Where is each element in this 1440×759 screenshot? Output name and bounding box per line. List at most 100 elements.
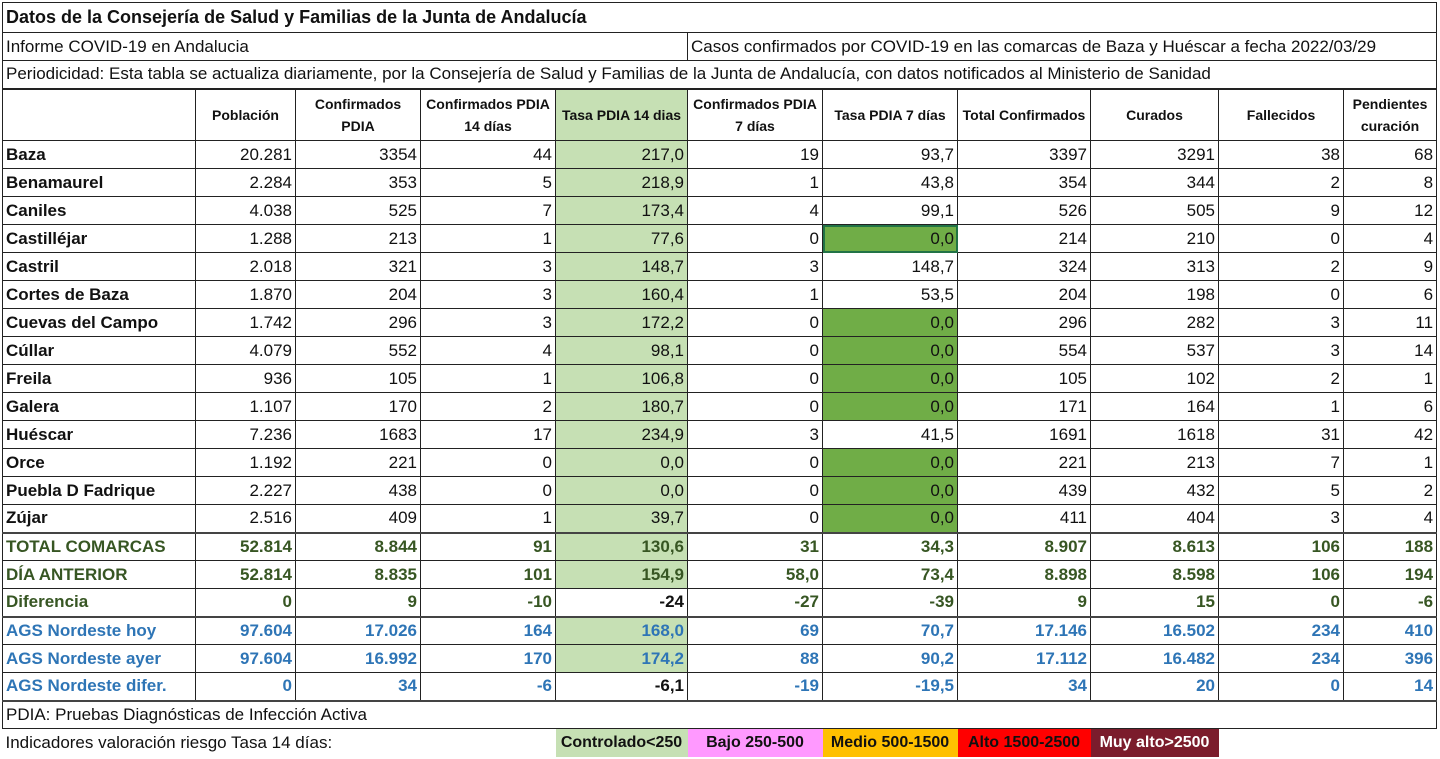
cell-poblaci-n[interactable]: 4.038: [195, 196, 296, 225]
cell-confirmados-pdia[interactable]: 17.026: [295, 615, 421, 645]
cell-tasa-pdia-7-d-as[interactable]: 148,7: [822, 252, 958, 281]
cell-confirmados-pdia-14-d-as[interactable]: 3: [420, 280, 556, 309]
cell-confirmados-pdia[interactable]: 204: [295, 280, 421, 309]
row-label[interactable]: Orce: [2, 448, 196, 477]
cell-tasa-pdia-14-dias[interactable]: 130,6: [555, 531, 688, 561]
row-label[interactable]: AGS Nordeste hoy: [2, 615, 196, 645]
cell-confirmados-pdia-7-d-as[interactable]: 0: [687, 504, 823, 533]
row-label[interactable]: Huéscar: [2, 420, 196, 449]
row-label[interactable]: AGS Nordeste ayer: [2, 644, 196, 673]
cell-tasa-pdia-14-dias[interactable]: 234,9: [555, 420, 688, 449]
legend-item[interactable]: Muy alto>2500: [1090, 728, 1219, 757]
cell-curados[interactable]: 8.598: [1090, 560, 1219, 589]
cell-confirmados-pdia-7-d-as[interactable]: 1: [687, 168, 823, 197]
cell-fallecidos[interactable]: 3: [1218, 504, 1344, 533]
cell-pendientes-curaci-n[interactable]: 4: [1342, 504, 1438, 533]
row-label[interactable]: DÍA ANTERIOR: [2, 560, 196, 589]
cell-curados[interactable]: 537: [1090, 336, 1219, 365]
column-header[interactable]: [2, 87, 196, 141]
cell-poblaci-n[interactable]: 1.870: [195, 280, 296, 309]
cell-confirmados-pdia-14-d-as[interactable]: 91: [420, 531, 556, 561]
cell-confirmados-pdia-7-d-as[interactable]: 3: [687, 252, 823, 281]
row-label[interactable]: Benamaurel: [2, 168, 196, 197]
cell-curados[interactable]: 8.613: [1090, 531, 1219, 561]
cell-curados[interactable]: 20: [1090, 672, 1219, 701]
cell-tasa-pdia-7-d-as[interactable]: 53,5: [822, 280, 958, 309]
cell-confirmados-pdia-14-d-as[interactable]: 1: [420, 504, 556, 533]
cell-poblaci-n[interactable]: 1.742: [195, 308, 296, 337]
row-label[interactable]: TOTAL COMARCAS: [2, 531, 196, 561]
cell-total-confirmados[interactable]: 8.907: [957, 531, 1091, 561]
cell-pendientes-curaci-n[interactable]: 12: [1342, 196, 1438, 225]
cell-confirmados-pdia-7-d-as[interactable]: 0: [687, 308, 823, 337]
row-label[interactable]: Diferencia: [2, 588, 196, 617]
cell-fallecidos[interactable]: 3: [1218, 308, 1344, 337]
cell-fallecidos[interactable]: 31: [1218, 420, 1344, 449]
column-header[interactable]: Fallecidos: [1218, 87, 1344, 141]
cell-tasa-pdia-7-d-as[interactable]: 99,1: [822, 196, 958, 225]
cell-confirmados-pdia-14-d-as[interactable]: 0: [420, 476, 556, 505]
cell-confirmados-pdia-14-d-as[interactable]: 170: [420, 644, 556, 673]
cell-confirmados-pdia[interactable]: 9: [295, 588, 421, 617]
cell-fallecidos[interactable]: 0: [1218, 672, 1344, 701]
cell-confirmados-pdia-14-d-as[interactable]: 3: [420, 252, 556, 281]
cell-tasa-pdia-7-d-as[interactable]: 0,0: [822, 476, 958, 505]
cell-fallecidos[interactable]: 38: [1218, 140, 1344, 169]
cell-tasa-pdia-14-dias[interactable]: 0,0: [555, 448, 688, 477]
report-label[interactable]: Informe COVID-19 en Andalucia: [2, 32, 688, 61]
cell-confirmados-pdia[interactable]: 321: [295, 252, 421, 281]
cell-tasa-pdia-7-d-as[interactable]: 0,0: [822, 504, 958, 533]
cell-tasa-pdia-7-d-as[interactable]: 0,0: [822, 392, 958, 421]
row-label[interactable]: Zújar: [2, 504, 196, 533]
cell-confirmados-pdia-14-d-as[interactable]: 17: [420, 420, 556, 449]
legend-item[interactable]: Medio 500-1500: [822, 728, 958, 757]
cell-total-confirmados[interactable]: 1691: [957, 420, 1091, 449]
cell-curados[interactable]: 282: [1090, 308, 1219, 337]
cell-tasa-pdia-7-d-as[interactable]: -19,5: [822, 672, 958, 701]
cell-tasa-pdia-7-d-as[interactable]: 93,7: [822, 140, 958, 169]
cell-confirmados-pdia[interactable]: 170: [295, 392, 421, 421]
legend-item[interactable]: Alto 1500-2500: [957, 728, 1091, 757]
cell-tasa-pdia-14-dias[interactable]: 154,9: [555, 560, 688, 589]
cell-pendientes-curaci-n[interactable]: 11: [1342, 308, 1438, 337]
cell-total-confirmados[interactable]: 324: [957, 252, 1091, 281]
cell-tasa-pdia-7-d-as[interactable]: 43,8: [822, 168, 958, 197]
cell-tasa-pdia-14-dias[interactable]: 174,2: [555, 644, 688, 673]
cell-pendientes-curaci-n[interactable]: 42: [1342, 420, 1438, 449]
cell-confirmados-pdia[interactable]: 221: [295, 448, 421, 477]
column-header[interactable]: Total Confirmados: [957, 87, 1091, 141]
legend-item[interactable]: Bajo 250-500: [687, 728, 823, 757]
cell-poblaci-n[interactable]: 20.281: [195, 140, 296, 169]
cell-tasa-pdia-14-dias[interactable]: 218,9: [555, 168, 688, 197]
cell-confirmados-pdia-7-d-as[interactable]: 31: [687, 531, 823, 561]
row-label[interactable]: Cortes de Baza: [2, 280, 196, 309]
cell-fallecidos[interactable]: 3: [1218, 336, 1344, 365]
cell-tasa-pdia-7-d-as[interactable]: 41,5: [822, 420, 958, 449]
cell-total-confirmados[interactable]: 204: [957, 280, 1091, 309]
cell-confirmados-pdia-7-d-as[interactable]: -27: [687, 588, 823, 617]
row-label[interactable]: Galera: [2, 392, 196, 421]
cell-fallecidos[interactable]: 2: [1218, 252, 1344, 281]
cell-curados[interactable]: 432: [1090, 476, 1219, 505]
cell-poblaci-n[interactable]: 936: [195, 364, 296, 393]
cell-fallecidos[interactable]: 234: [1218, 615, 1344, 645]
cell-confirmados-pdia-14-d-as[interactable]: 2: [420, 392, 556, 421]
cell-confirmados-pdia-7-d-as[interactable]: -19: [687, 672, 823, 701]
column-header[interactable]: Confirmados PDIA 14 días: [420, 87, 556, 141]
cell-total-confirmados[interactable]: 439: [957, 476, 1091, 505]
cell-tasa-pdia-14-dias[interactable]: 217,0: [555, 140, 688, 169]
cell-pendientes-curaci-n[interactable]: 14: [1342, 336, 1438, 365]
cell-pendientes-curaci-n[interactable]: 194: [1342, 560, 1438, 589]
cell-fallecidos[interactable]: 234: [1218, 644, 1344, 673]
cell-confirmados-pdia[interactable]: 409: [295, 504, 421, 533]
cell-curados[interactable]: 404: [1090, 504, 1219, 533]
cell-curados[interactable]: 16.502: [1090, 615, 1219, 645]
footnote[interactable]: PDIA: Pruebas Diagnósticas de Infección …: [1, 699, 1438, 729]
cell-tasa-pdia-7-d-as[interactable]: 70,7: [822, 615, 958, 645]
cell-tasa-pdia-7-d-as[interactable]: 0,0: [822, 224, 958, 253]
cell-fallecidos[interactable]: 2: [1218, 168, 1344, 197]
cell-confirmados-pdia[interactable]: 213: [295, 224, 421, 253]
cell-total-confirmados[interactable]: 296: [957, 308, 1091, 337]
cell-confirmados-pdia-14-d-as[interactable]: 101: [420, 560, 556, 589]
cell-confirmados-pdia[interactable]: 16.992: [295, 644, 421, 673]
